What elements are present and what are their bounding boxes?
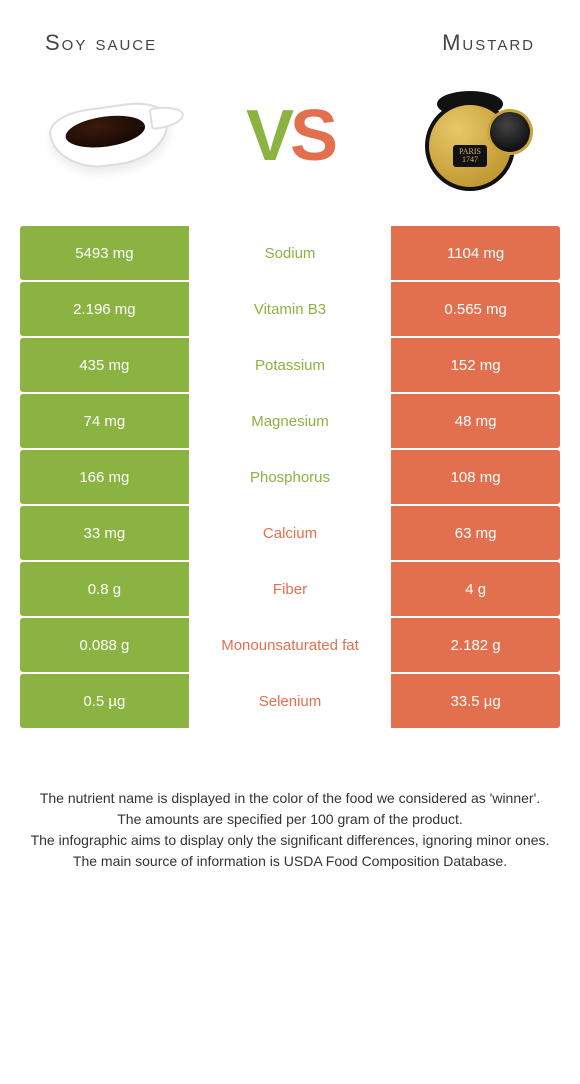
nutrient-name: Magnesium — [189, 394, 392, 448]
table-row: 5493 mgSodium1104 mg — [20, 226, 560, 280]
jar-label-line2: 1747 — [453, 156, 487, 164]
left-value: 2.196 mg — [20, 282, 189, 336]
right-value: 2.182 g — [391, 618, 560, 672]
mustard-jar-label: PARIS 1747 — [453, 145, 487, 167]
title-row: Soy sauce Mustard — [20, 20, 560, 76]
left-value: 74 mg — [20, 394, 189, 448]
soy-sauce-image — [30, 76, 190, 196]
footer-line: The main source of information is USDA F… — [24, 851, 556, 872]
nutrient-name: Sodium — [189, 226, 392, 280]
left-value: 0.088 g — [20, 618, 189, 672]
table-row: 0.5 µgSelenium33.5 µg — [20, 674, 560, 728]
table-row: 166 mgPhosphorus108 mg — [20, 450, 560, 504]
right-value: 108 mg — [391, 450, 560, 504]
nutrient-name: Selenium — [189, 674, 392, 728]
right-food-title: Mustard — [442, 30, 535, 56]
nutrient-name: Vitamin B3 — [189, 282, 392, 336]
vs-v: V — [246, 96, 290, 176]
table-row: 74 mgMagnesium48 mg — [20, 394, 560, 448]
footer-line: The infographic aims to display only the… — [24, 830, 556, 851]
left-value: 0.5 µg — [20, 674, 189, 728]
right-value: 4 g — [391, 562, 560, 616]
nutrient-name: Monounsaturated fat — [189, 618, 392, 672]
footer-line: The nutrient name is displayed in the co… — [24, 788, 556, 809]
nutrient-name: Calcium — [189, 506, 392, 560]
vs-s: S — [290, 96, 334, 176]
footer-line: The amounts are specified per 100 gram o… — [24, 809, 556, 830]
right-value: 1104 mg — [391, 226, 560, 280]
right-value: 48 mg — [391, 394, 560, 448]
nutrient-name: Fiber — [189, 562, 392, 616]
table-row: 2.196 mgVitamin B30.565 mg — [20, 282, 560, 336]
soy-sauce-bowl-icon — [46, 98, 173, 174]
table-row: 0.8 gFiber4 g — [20, 562, 560, 616]
left-value: 166 mg — [20, 450, 189, 504]
table-row: 33 mgCalcium63 mg — [20, 506, 560, 560]
mustard-image: PARIS 1747 — [390, 76, 550, 196]
table-row: 435 mgPotassium152 mg — [20, 338, 560, 392]
left-value: 33 mg — [20, 506, 189, 560]
infographic-root: Soy sauce Mustard VS PARIS 1747 5493 mgS… — [0, 0, 580, 892]
left-food-title: Soy sauce — [45, 30, 157, 56]
mustard-jar-icon: PARIS 1747 — [415, 81, 525, 191]
right-value: 63 mg — [391, 506, 560, 560]
footer-notes: The nutrient name is displayed in the co… — [20, 788, 560, 872]
right-value: 33.5 µg — [391, 674, 560, 728]
vs-label: VS — [246, 95, 334, 177]
right-value: 152 mg — [391, 338, 560, 392]
nutrient-name: Phosphorus — [189, 450, 392, 504]
left-value: 5493 mg — [20, 226, 189, 280]
left-value: 0.8 g — [20, 562, 189, 616]
left-value: 435 mg — [20, 338, 189, 392]
nutrient-name: Potassium — [189, 338, 392, 392]
table-row: 0.088 gMonounsaturated fat2.182 g — [20, 618, 560, 672]
right-value: 0.565 mg — [391, 282, 560, 336]
comparison-table: 5493 mgSodium1104 mg2.196 mgVitamin B30.… — [20, 226, 560, 728]
hero-row: VS PARIS 1747 — [20, 76, 560, 226]
